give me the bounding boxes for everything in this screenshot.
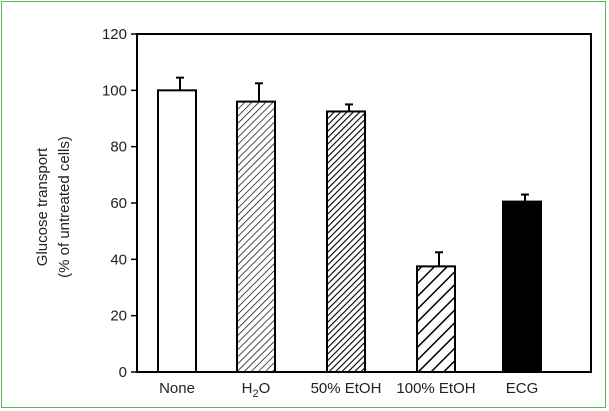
y-axis-title: Glucose transport (% of untreated cells)	[34, 136, 73, 278]
bar	[326, 110, 366, 373]
y-tick-label: 120	[102, 26, 127, 43]
bar	[502, 200, 542, 373]
y-axis-title-line: (% of untreated cells)	[56, 136, 73, 278]
x-tick-label: ECG	[506, 380, 539, 397]
y-axis-title-line: Glucose transport	[34, 147, 51, 266]
bar	[416, 265, 456, 373]
x-tick-label: 100% EtOH	[396, 380, 475, 397]
y-tick-label: 80	[110, 139, 127, 156]
y-tick-label: 60	[110, 195, 127, 212]
x-tick-label: 50% EtOH	[311, 380, 382, 397]
y-tick-label: 40	[110, 251, 127, 268]
y-tick-label: 0	[119, 364, 127, 381]
y-tick-label: 20	[110, 308, 127, 325]
bar	[236, 100, 276, 373]
x-tick-label: H2O	[242, 380, 271, 400]
y-tick-label: 100	[102, 82, 127, 99]
bar	[157, 89, 197, 373]
x-tick-label: None	[159, 380, 195, 397]
